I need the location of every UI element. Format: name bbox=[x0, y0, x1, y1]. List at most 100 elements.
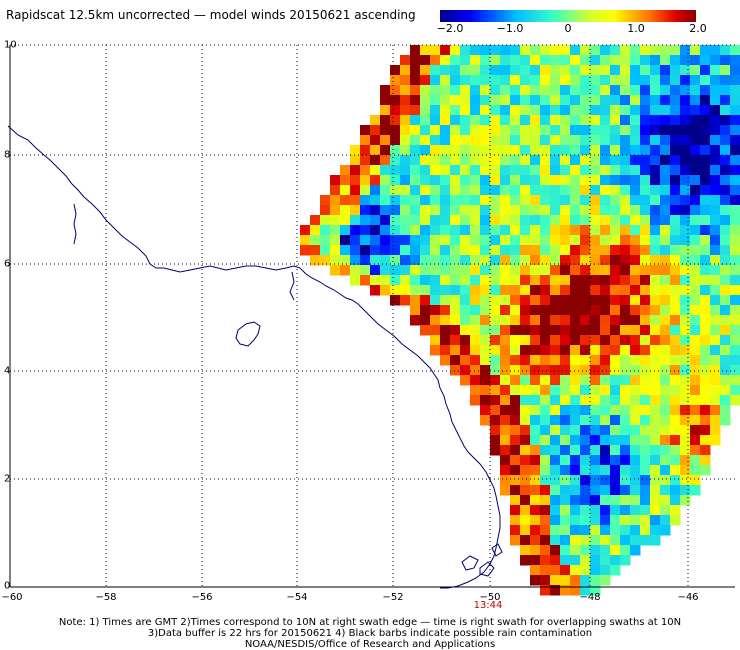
swath-pixel bbox=[520, 355, 531, 366]
swath-pixel bbox=[380, 165, 391, 176]
swath-pixel bbox=[710, 155, 721, 166]
swath-pixel bbox=[500, 425, 511, 436]
swath-pixel bbox=[370, 135, 381, 146]
swath-pixel bbox=[400, 205, 411, 216]
swath-pixel bbox=[450, 255, 461, 266]
swath-pixel bbox=[390, 165, 401, 176]
swath-pixel bbox=[700, 255, 711, 266]
swath-pixel bbox=[680, 45, 691, 56]
swath-pixel bbox=[570, 425, 581, 436]
swath-pixel bbox=[530, 95, 541, 106]
swath-pixel bbox=[390, 175, 401, 186]
swath-pixel bbox=[620, 275, 631, 286]
swath-pixel bbox=[520, 255, 531, 266]
swath-pixel bbox=[720, 75, 731, 86]
swath-pixel bbox=[710, 75, 721, 86]
swath-pixel bbox=[600, 555, 611, 566]
swath-pixel bbox=[460, 55, 471, 66]
swath-pixel bbox=[490, 195, 501, 206]
swath-pixel bbox=[560, 315, 571, 326]
swath-pixel bbox=[600, 225, 611, 236]
lat-tick-6: 6 bbox=[4, 258, 11, 270]
swath-pixel bbox=[420, 265, 431, 276]
swath-pixel bbox=[370, 205, 381, 216]
swath-pixel bbox=[570, 545, 581, 556]
swath-pixel bbox=[590, 485, 601, 496]
swath-pixel bbox=[700, 315, 711, 326]
swath-pixel bbox=[680, 385, 691, 396]
colorbar bbox=[440, 10, 696, 22]
swath-pixel bbox=[570, 125, 581, 136]
swath-pixel bbox=[700, 185, 711, 196]
swath-pixel bbox=[670, 275, 681, 286]
swath-pixel bbox=[620, 215, 631, 226]
swath-pixel bbox=[580, 255, 591, 266]
swath-pixel bbox=[470, 185, 481, 196]
swath-pixel bbox=[720, 215, 731, 226]
swath-pixel bbox=[350, 165, 361, 176]
swath-pixel bbox=[540, 395, 551, 406]
swath-pixel bbox=[520, 305, 531, 316]
swath-pixel bbox=[730, 265, 740, 276]
swath-pixel bbox=[670, 85, 681, 96]
swath-pixel bbox=[550, 135, 561, 146]
swath-pixel bbox=[450, 335, 461, 346]
swath-pixel bbox=[490, 45, 501, 56]
swath-pixel bbox=[550, 535, 561, 546]
swath-pixel bbox=[360, 175, 371, 186]
swath-pixel bbox=[520, 225, 531, 236]
swath-pixel bbox=[470, 115, 481, 126]
swath-pixel bbox=[440, 285, 451, 296]
swath-pixel bbox=[410, 255, 421, 266]
swath-pixel bbox=[720, 415, 731, 426]
swath-pixel bbox=[550, 85, 561, 96]
swath-pixel bbox=[630, 505, 641, 516]
swath-pixel bbox=[640, 365, 651, 376]
swath-pixel bbox=[560, 265, 571, 276]
swath-pixel bbox=[520, 235, 531, 246]
swath-pixel bbox=[650, 525, 661, 536]
swath-pixel bbox=[500, 305, 511, 316]
swath-pixel bbox=[520, 495, 531, 506]
swath-pixel bbox=[540, 415, 551, 426]
swath-pixel bbox=[630, 255, 641, 266]
swath-pixel bbox=[480, 155, 491, 166]
swath-pixel bbox=[680, 435, 691, 446]
swath-pixel bbox=[580, 315, 591, 326]
swath-pixel bbox=[660, 215, 671, 226]
swath-pixel bbox=[410, 265, 421, 276]
swath-pixel bbox=[530, 275, 541, 286]
swath-pixel bbox=[470, 45, 481, 56]
swath-pixel bbox=[640, 465, 651, 476]
swath-pixel bbox=[400, 125, 411, 136]
swath-pixel bbox=[630, 295, 641, 306]
swath-pixel bbox=[560, 445, 571, 456]
swath-pixel bbox=[620, 255, 631, 266]
lat-tick-2: 2 bbox=[4, 473, 11, 485]
swath-pixel bbox=[680, 165, 691, 176]
swath-pixel bbox=[560, 385, 571, 396]
swath-pixel bbox=[390, 265, 401, 276]
swath-pixel bbox=[540, 485, 551, 496]
swath-pixel bbox=[460, 265, 471, 276]
swath-pixel bbox=[700, 205, 711, 216]
swath-pixel bbox=[720, 175, 731, 186]
swath-pixel bbox=[680, 95, 691, 106]
swath-pixel bbox=[660, 465, 671, 476]
swath-pixel bbox=[450, 245, 461, 256]
swath-pixel bbox=[380, 95, 391, 106]
swath-pixel bbox=[480, 195, 491, 206]
swath-pixel bbox=[630, 455, 641, 466]
swath-pixel bbox=[660, 55, 671, 66]
swath-pixel bbox=[700, 145, 711, 156]
swath-pixel bbox=[360, 275, 371, 286]
swath-pixel bbox=[520, 405, 531, 416]
swath-pixel bbox=[630, 195, 641, 206]
swath-pixel bbox=[430, 285, 441, 296]
swath-pixel bbox=[480, 115, 491, 126]
swath-pixel bbox=[700, 335, 711, 346]
swath-pixel bbox=[650, 125, 661, 136]
swath-pixel bbox=[500, 95, 511, 106]
swath-pixel bbox=[650, 75, 661, 86]
swath-pixel bbox=[600, 385, 611, 396]
